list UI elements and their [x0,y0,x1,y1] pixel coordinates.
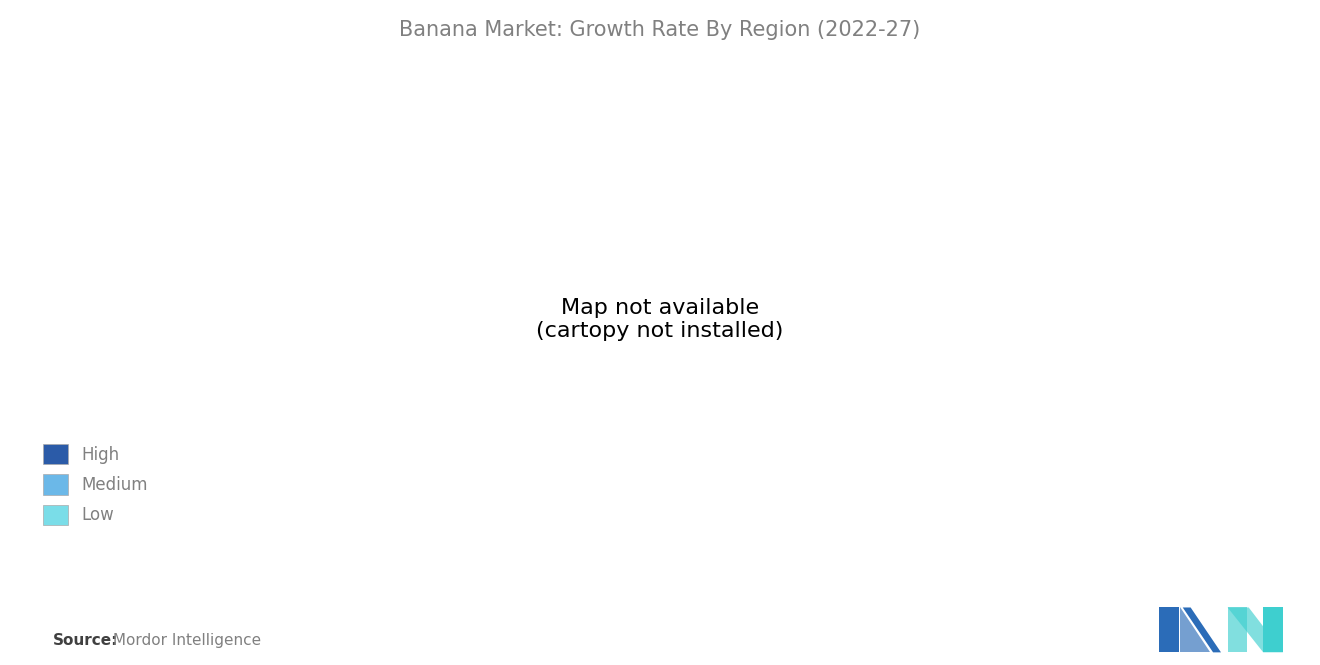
Legend: High, Medium, Low: High, Medium, Low [34,436,156,533]
Polygon shape [1183,608,1221,652]
Polygon shape [1263,608,1283,652]
Polygon shape [1159,608,1179,652]
Text: Map not available
(cartopy not installed): Map not available (cartopy not installed… [536,298,784,340]
Text: Source:: Source: [53,633,119,648]
Text: Banana Market: Growth Rate By Region (2022-27): Banana Market: Growth Rate By Region (20… [400,20,920,40]
Text: Mordor Intelligence: Mordor Intelligence [108,633,261,648]
Polygon shape [1180,608,1210,652]
Polygon shape [1228,608,1247,652]
Polygon shape [1228,608,1283,652]
